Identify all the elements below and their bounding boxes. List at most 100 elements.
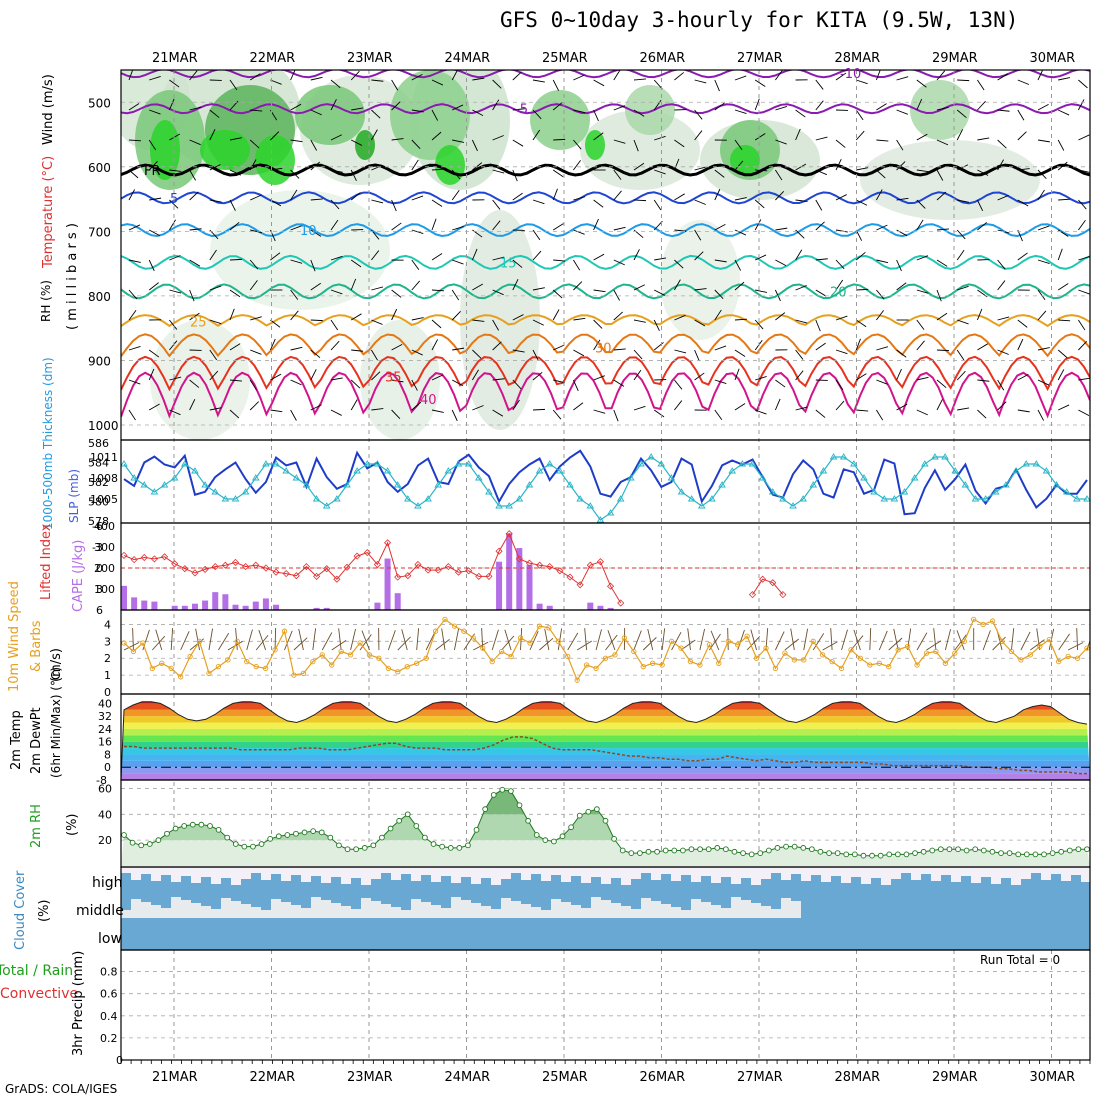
- wind-barb: [552, 101, 563, 111]
- wind-barb: [148, 139, 157, 151]
- wind-barb: [916, 289, 929, 294]
- wind-barb: [593, 339, 601, 351]
- wind-barb: [714, 169, 725, 178]
- cape-bar: [587, 602, 594, 610]
- thickness-tick: 586: [88, 437, 109, 450]
- wind-speed-point: [810, 638, 816, 644]
- wind-barb: [936, 379, 947, 389]
- wind-barb: [310, 229, 322, 237]
- wind-barb: [149, 76, 161, 81]
- rh-point: [929, 847, 936, 854]
- wind-barb-10m: [491, 629, 499, 651]
- wind-barb: [633, 349, 643, 360]
- wind-barb: [290, 169, 300, 179]
- cape-tick: 400: [94, 520, 115, 533]
- wind-barb: [997, 139, 1007, 149]
- wind-speed-point: [819, 652, 826, 658]
- wind-barb: [149, 197, 162, 201]
- rh-point: [344, 846, 351, 853]
- slp-point: [637, 460, 645, 467]
- wind-barb: [452, 226, 464, 231]
- wind-barb: [936, 349, 950, 352]
- cloud-high-gap: [471, 867, 481, 884]
- wind-barb: [957, 319, 969, 325]
- wind-barb: [815, 319, 821, 332]
- wind-barb: [169, 319, 178, 330]
- wind-barb: [856, 79, 868, 85]
- rh-point: [998, 850, 1004, 856]
- cloud-high-gap: [911, 867, 921, 880]
- wind-barb: [128, 224, 141, 231]
- wind-barb: [1078, 256, 1090, 261]
- cloud-level-label: low: [98, 931, 122, 947]
- precip-tick: 0.4: [100, 1010, 118, 1023]
- wind-barb: [290, 259, 303, 264]
- cape-bar: [394, 593, 401, 610]
- wind-barb: [876, 189, 883, 201]
- wind-barb-10m: [501, 635, 515, 651]
- rh-point: [714, 845, 721, 851]
- rh-point: [723, 846, 729, 853]
- cloud-high-gap: [701, 867, 711, 876]
- slp-point: [211, 488, 220, 495]
- li-point: [546, 563, 554, 571]
- wind-barb: [148, 349, 160, 358]
- wind-barb: [795, 163, 807, 171]
- cloud-mid-gap: [161, 908, 171, 918]
- wind-barb: [371, 286, 384, 291]
- cloud-high-gap: [381, 867, 391, 873]
- ylabel-slp: SLP (mb): [67, 469, 81, 523]
- wind-speed-point: [130, 648, 137, 655]
- cloud-high-gap: [431, 867, 441, 882]
- wind-barb: [896, 109, 908, 115]
- slp-point: [779, 495, 787, 502]
- wind-barb: [613, 311, 624, 321]
- li-point: [343, 563, 351, 571]
- wind-barb: [815, 289, 827, 297]
- rh-point: [740, 850, 746, 856]
- wind-barb: [1017, 409, 1030, 413]
- wind-speed-point: [432, 628, 439, 634]
- rh-shade-22: [255, 135, 295, 185]
- cloud-mid-gap: [461, 900, 471, 918]
- wind-barb: [169, 169, 182, 172]
- rh-point: [267, 836, 274, 842]
- wind-speed-point: [659, 662, 665, 668]
- rh-point: [834, 850, 841, 856]
- wind-barb: [452, 139, 465, 143]
- cloud-high-gap: [771, 867, 781, 873]
- wind-barb: [835, 349, 848, 355]
- isotherm-label: 30: [595, 342, 612, 357]
- slp-point: [616, 495, 625, 502]
- rh-shade-7: [210, 190, 390, 310]
- wind-speed-point: [763, 645, 769, 651]
- rh-point: [877, 852, 884, 859]
- wind-speed-point: [772, 665, 779, 672]
- wind-barb: [330, 134, 342, 141]
- cloud-high-gap: [1051, 867, 1061, 874]
- wind-barb: [734, 75, 747, 81]
- rh-point: [585, 808, 592, 815]
- wind-barb: [1078, 319, 1086, 331]
- wind-barb-10m: [853, 629, 861, 651]
- cloud-high-gap: [821, 867, 831, 882]
- rh-point: [989, 848, 996, 855]
- rh-point: [318, 829, 325, 836]
- rh-point: [619, 847, 626, 854]
- wind-barb: [674, 314, 686, 321]
- wind-speed-point: [225, 657, 231, 663]
- cloud-high-gap: [491, 867, 501, 885]
- slp-point: [991, 488, 1000, 495]
- slp-point: [221, 495, 230, 502]
- date-label-bottom: 28MAR: [835, 1070, 881, 1085]
- wind-speed-point: [262, 665, 269, 672]
- wind-barb: [169, 376, 182, 381]
- wind-barb: [169, 289, 182, 294]
- slp-point: [566, 481, 574, 488]
- wind-barb-10m: [750, 629, 757, 651]
- wind-barb: [209, 109, 220, 118]
- rh-point: [680, 847, 686, 854]
- wind-barb: [391, 199, 397, 212]
- wind-barb-10m: [1020, 631, 1031, 651]
- wind-barb: [411, 349, 423, 356]
